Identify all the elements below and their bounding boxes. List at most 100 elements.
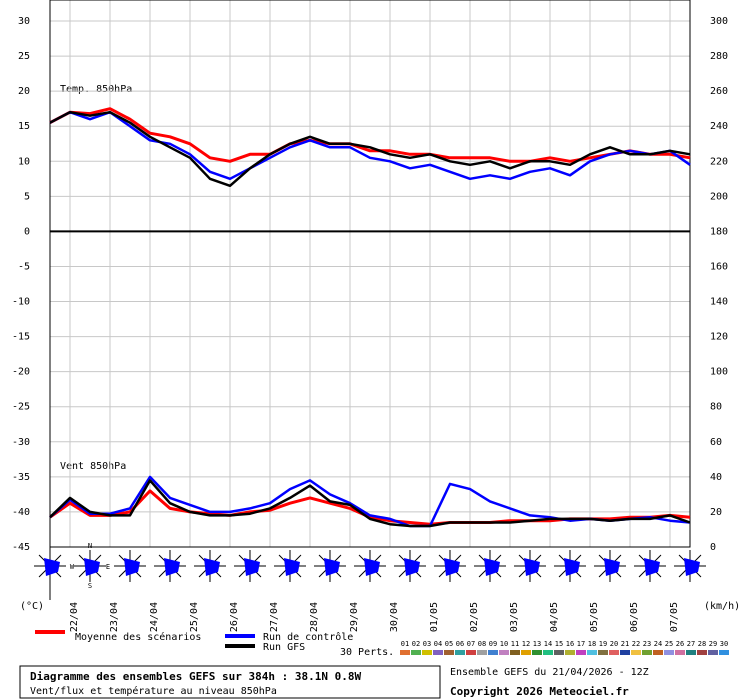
y-tick-label: -20 <box>12 367 30 378</box>
copyright: Copyright 2026 Meteociel.fr <box>450 685 629 698</box>
x-tick-label: 27/04 <box>269 602 280 632</box>
member-swatch <box>433 650 443 655</box>
x-tick-label: 07/05 <box>669 602 680 632</box>
member-label: 13 <box>533 640 541 648</box>
member-label: 06 <box>456 640 464 648</box>
y-unit: (°C) <box>20 601 44 612</box>
x-tick-label: 23/04 <box>109 602 120 632</box>
y2-tick-label: 140 <box>710 297 728 308</box>
x-tick-label: 26/04 <box>229 602 240 632</box>
member-swatch <box>664 650 674 655</box>
y-tick-label: -40 <box>12 507 30 518</box>
y2-tick-label: 40 <box>710 472 722 483</box>
member-swatch <box>400 650 410 655</box>
member-label: 18 <box>588 640 596 648</box>
legend-label: Moyenne des scénarios <box>75 631 201 643</box>
plot-frame <box>49 0 691 548</box>
member-swatch <box>675 650 685 655</box>
y2-tick-label: 260 <box>710 86 728 97</box>
y2-tick-label: 220 <box>710 156 728 167</box>
member-swatch <box>477 650 487 655</box>
rose-shape <box>204 558 220 576</box>
member-swatch <box>609 650 619 655</box>
rose-shape <box>644 558 660 576</box>
y-tick-label: -25 <box>12 402 30 413</box>
member-swatch <box>444 650 454 655</box>
x-tick-label: 30/04 <box>389 602 400 632</box>
member-swatch <box>697 650 707 655</box>
rose-shape <box>684 558 700 576</box>
member-swatch <box>686 650 696 655</box>
member-label: 09 <box>489 640 497 648</box>
member-label: 17 <box>577 640 585 648</box>
member-label: 08 <box>478 640 486 648</box>
run-label: Ensemble GEFS du 21/04/2026 - 12Z <box>450 667 649 678</box>
rose-shape <box>484 558 500 576</box>
member-swatch <box>422 650 432 655</box>
member-label: 20 <box>610 640 618 648</box>
rose-shape <box>404 558 420 576</box>
y2-tick-label: 160 <box>710 261 728 272</box>
member-swatch <box>499 650 509 655</box>
member-label: 05 <box>445 640 453 648</box>
y-tick-label: 0 <box>24 226 30 237</box>
member-label: 15 <box>555 640 563 648</box>
title-box <box>19 665 441 699</box>
member-label: 26 <box>676 640 684 648</box>
rose-shape <box>324 558 340 576</box>
member-swatch <box>488 650 498 655</box>
member-label: 04 <box>434 640 442 648</box>
temp-label: Temp. 850hPa <box>60 84 132 95</box>
rose-shape <box>124 558 140 576</box>
y2-tick-label: 300 <box>710 16 728 27</box>
member-label: 10 <box>500 640 508 648</box>
rose-shape <box>244 558 260 576</box>
member-swatch <box>532 650 542 655</box>
member-swatch <box>411 650 421 655</box>
compass-letter: W <box>70 563 75 571</box>
member-label: 21 <box>621 640 629 648</box>
member-swatch <box>587 650 597 655</box>
member-swatch <box>466 650 476 655</box>
member-label: 30 <box>720 640 728 648</box>
member-label: 02 <box>412 640 420 648</box>
y-tick-label: 5 <box>24 191 30 202</box>
legend-label: Run de contrôle <box>263 631 353 643</box>
member-swatch <box>576 650 586 655</box>
rose-shape <box>84 558 100 576</box>
member-swatch <box>598 650 608 655</box>
x-tick-label: 22/04 <box>69 602 80 632</box>
y2-tick-label: 80 <box>710 402 722 413</box>
y-tick-label: 25 <box>18 51 30 62</box>
y-tick-label: -30 <box>12 437 30 448</box>
compass-letter: S <box>88 582 92 590</box>
x-tick-label: 05/05 <box>589 602 600 632</box>
y-tick-label: -10 <box>12 297 30 308</box>
member-label: 19 <box>599 640 607 648</box>
member-label: 25 <box>665 640 673 648</box>
y2-tick-label: 240 <box>710 121 728 132</box>
rose-shape <box>284 558 300 576</box>
member-label: 01 <box>401 640 409 648</box>
member-label: 03 <box>423 640 431 648</box>
wind-line <box>49 479 691 528</box>
chart-subtitle: Vent/flux et température au niveau 850hP… <box>30 685 277 697</box>
rose-shape <box>44 558 60 576</box>
rose-shape <box>524 558 540 576</box>
member-swatch <box>455 650 465 655</box>
y2-tick-label: 0 <box>710 542 716 553</box>
legend-label: Run GFS <box>263 642 305 653</box>
member-swatch <box>719 650 729 655</box>
rose-shape <box>364 558 380 576</box>
rose-shape <box>564 558 580 576</box>
y-tick-label: 15 <box>18 121 30 132</box>
member-label: 07 <box>467 640 475 648</box>
member-swatch <box>653 650 663 655</box>
member-swatch <box>554 650 564 655</box>
y2-tick-label: 180 <box>710 226 728 237</box>
members-label: 30 Perts. <box>340 647 394 658</box>
compass-letter: E <box>106 563 110 571</box>
x-tick-label: 29/04 <box>349 602 360 632</box>
member-label: 24 <box>654 640 662 648</box>
